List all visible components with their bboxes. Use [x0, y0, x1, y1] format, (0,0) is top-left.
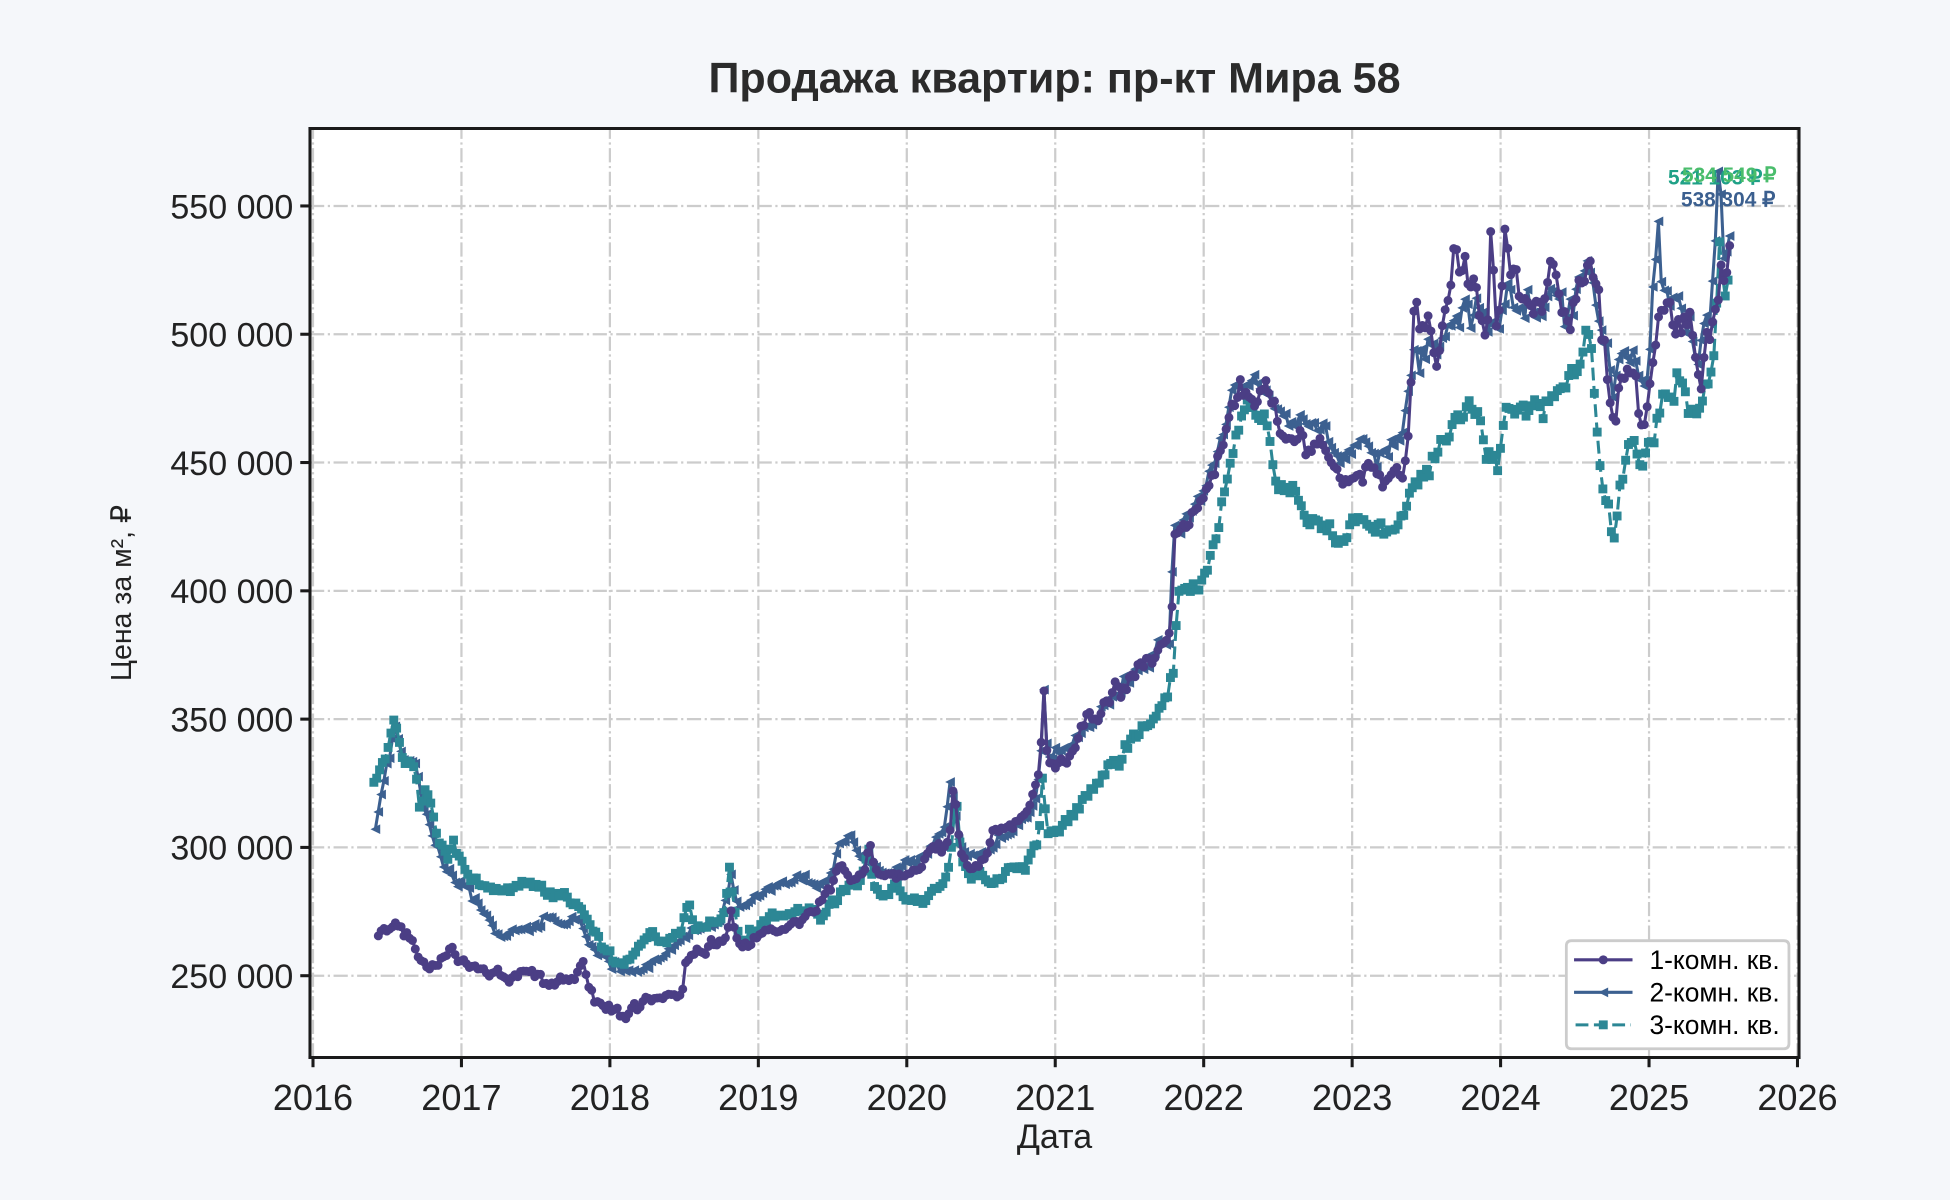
svg-text:Дата: Дата — [1017, 1118, 1092, 1156]
svg-text:2026: 2026 — [1757, 1077, 1837, 1118]
svg-text:400 000: 400 000 — [170, 573, 293, 611]
svg-text:3-комн. кв.: 3-комн. кв. — [1649, 1010, 1779, 1040]
svg-text:2025: 2025 — [1609, 1077, 1689, 1118]
svg-text:2-комн. кв.: 2-комн. кв. — [1649, 978, 1779, 1008]
svg-text:521 103 ₽: 521 103 ₽ — [1668, 166, 1763, 189]
svg-text:300 000: 300 000 — [170, 830, 293, 868]
svg-text:Цена за м², ₽: Цена за м², ₽ — [106, 505, 138, 681]
svg-text:550 000: 550 000 — [170, 188, 293, 226]
svg-text:Продажа квартир: пр-кт Мира 58: Продажа квартир: пр-кт Мира 58 — [708, 54, 1400, 102]
svg-text:2020: 2020 — [867, 1077, 947, 1118]
svg-text:350 000: 350 000 — [170, 701, 293, 739]
svg-text:2022: 2022 — [1164, 1077, 1244, 1118]
svg-text:2024: 2024 — [1460, 1077, 1540, 1118]
svg-text:2016: 2016 — [273, 1077, 353, 1118]
svg-text:2023: 2023 — [1312, 1077, 1392, 1118]
svg-text:250 000: 250 000 — [170, 958, 293, 996]
svg-text:2018: 2018 — [570, 1077, 650, 1118]
svg-text:450 000: 450 000 — [170, 445, 293, 483]
svg-text:2019: 2019 — [718, 1077, 798, 1118]
svg-text:2017: 2017 — [421, 1077, 501, 1118]
svg-text:1-комн. кв.: 1-комн. кв. — [1649, 945, 1779, 975]
svg-text:2021: 2021 — [1015, 1077, 1095, 1118]
svg-text:538 304 ₽: 538 304 ₽ — [1681, 188, 1776, 211]
svg-text:534 549 ₽: 534 549 ₽ — [1682, 164, 1777, 187]
svg-text:500 000: 500 000 — [170, 317, 293, 355]
